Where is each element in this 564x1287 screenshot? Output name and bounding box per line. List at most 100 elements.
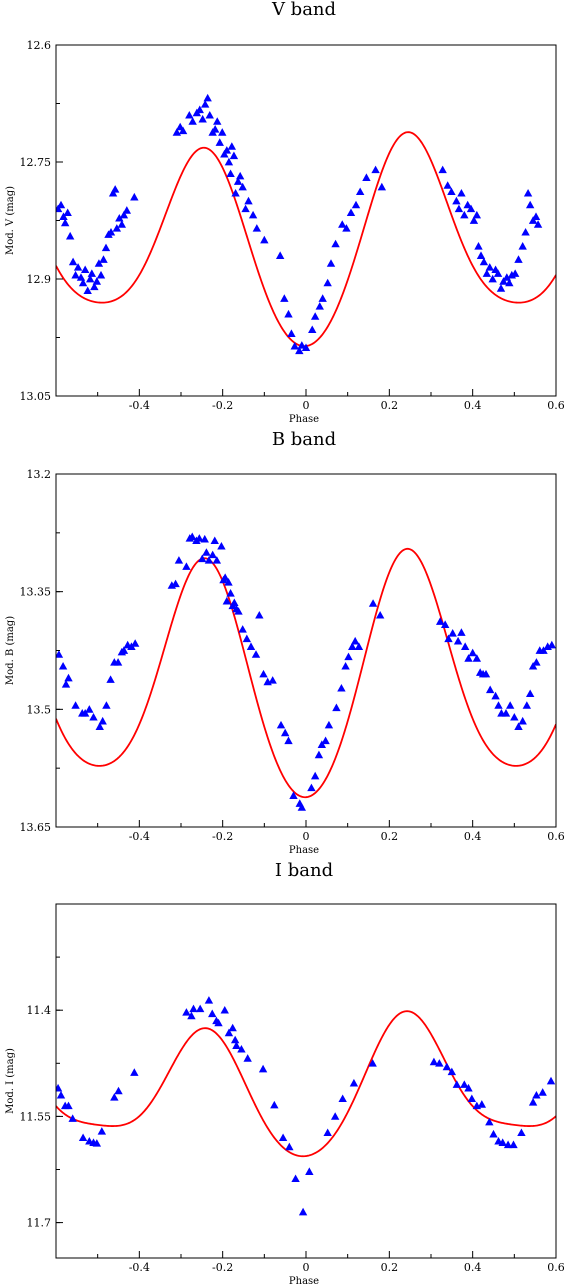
x-tick-label: 0.4 <box>464 830 482 843</box>
data-point <box>509 1140 518 1149</box>
data-point <box>71 701 80 709</box>
model-curve <box>56 1010 556 1158</box>
panel-title: V band <box>271 0 336 20</box>
data-point <box>435 617 445 625</box>
data-point <box>472 654 482 662</box>
data-point <box>315 302 324 310</box>
data-point <box>270 1100 279 1109</box>
data-point <box>108 189 118 197</box>
plot-frame <box>55 473 557 828</box>
data-point <box>307 783 316 792</box>
data-point <box>208 1009 217 1018</box>
data-point <box>467 1094 477 1103</box>
data-point <box>344 652 353 661</box>
data-point <box>466 204 476 213</box>
data-point <box>342 224 351 232</box>
data-point <box>213 117 222 125</box>
data-point <box>346 208 356 217</box>
data-point <box>89 712 98 721</box>
data-point <box>92 1139 102 1147</box>
data-point <box>452 1080 462 1088</box>
data-point <box>226 169 235 178</box>
data-point <box>98 716 107 725</box>
data-point <box>130 192 139 201</box>
data-point <box>214 1018 223 1027</box>
data-point <box>228 1023 237 1032</box>
data-point <box>354 642 364 650</box>
data-point <box>60 218 70 227</box>
data-point <box>68 257 78 266</box>
plot-frame <box>55 903 557 1259</box>
data-point <box>106 228 116 236</box>
data-point <box>252 224 262 232</box>
data-point <box>56 200 66 209</box>
data-point <box>224 578 233 586</box>
data-point <box>295 346 304 355</box>
data-point <box>56 1083 63 1092</box>
data-point <box>324 720 334 729</box>
data-point <box>528 216 538 224</box>
data-point <box>235 171 245 180</box>
data-point <box>443 181 452 189</box>
data-point <box>238 625 247 633</box>
data-point <box>287 329 296 337</box>
data-point <box>496 284 506 292</box>
data-point <box>280 728 290 737</box>
x-tick-label: 0.2 <box>381 1261 399 1274</box>
data-point <box>242 634 252 643</box>
data-point <box>276 720 286 729</box>
data-point <box>481 669 491 678</box>
data-point <box>323 278 332 287</box>
data-point <box>222 596 232 605</box>
data-point <box>198 554 207 563</box>
data-point <box>494 701 503 709</box>
data-point <box>114 1086 123 1095</box>
data-point <box>227 142 237 150</box>
data-point <box>291 1174 300 1183</box>
panel-2: I band -0.4 -0.2 0 0.2 0.4 0.6 11.4 11.55 11.7 Pha… <box>5 860 564 1287</box>
data-point <box>202 548 211 556</box>
data-point <box>477 1100 487 1108</box>
data-point <box>285 1142 294 1151</box>
data-point <box>224 1028 234 1037</box>
x-tick-label: 0 <box>303 830 310 843</box>
data-point <box>110 1093 119 1101</box>
data-point <box>326 259 336 267</box>
data-point <box>238 182 247 191</box>
data-point <box>332 703 341 712</box>
data-point <box>338 220 347 228</box>
data-point <box>485 685 495 694</box>
data-point <box>362 173 371 181</box>
data-point <box>447 187 456 195</box>
data-point <box>528 1098 538 1106</box>
data-point <box>200 534 209 543</box>
data-point <box>351 200 361 209</box>
data-point <box>442 1062 452 1071</box>
data-point <box>226 589 235 597</box>
data-point <box>205 111 214 119</box>
x-tick-label: 0.6 <box>547 830 564 843</box>
data-point <box>212 556 222 564</box>
data-point <box>65 231 75 240</box>
data-point <box>457 189 466 197</box>
data-point <box>310 771 320 780</box>
x-tick-label: -0.2 <box>212 1261 233 1274</box>
data-point <box>189 1004 198 1013</box>
y-tick-label: 12.6 <box>27 39 52 52</box>
data-point <box>64 673 73 682</box>
data-point <box>174 556 184 564</box>
data-point <box>220 150 229 158</box>
data-point <box>368 599 378 607</box>
data-point <box>56 1090 66 1099</box>
data-point <box>259 669 268 678</box>
data-point <box>231 189 240 197</box>
data-point <box>457 628 466 636</box>
data-point <box>233 177 243 185</box>
data-point <box>547 640 556 649</box>
panel-1: B band -0.4 -0.2 0 0.2 0.4 0.6 13.2 13.35 13.5 13.… <box>5 429 564 856</box>
data-point <box>222 146 232 154</box>
data-point <box>531 212 541 220</box>
data-point <box>499 277 508 285</box>
data-point <box>218 128 227 136</box>
x-tick-label: 0.6 <box>547 1261 564 1274</box>
